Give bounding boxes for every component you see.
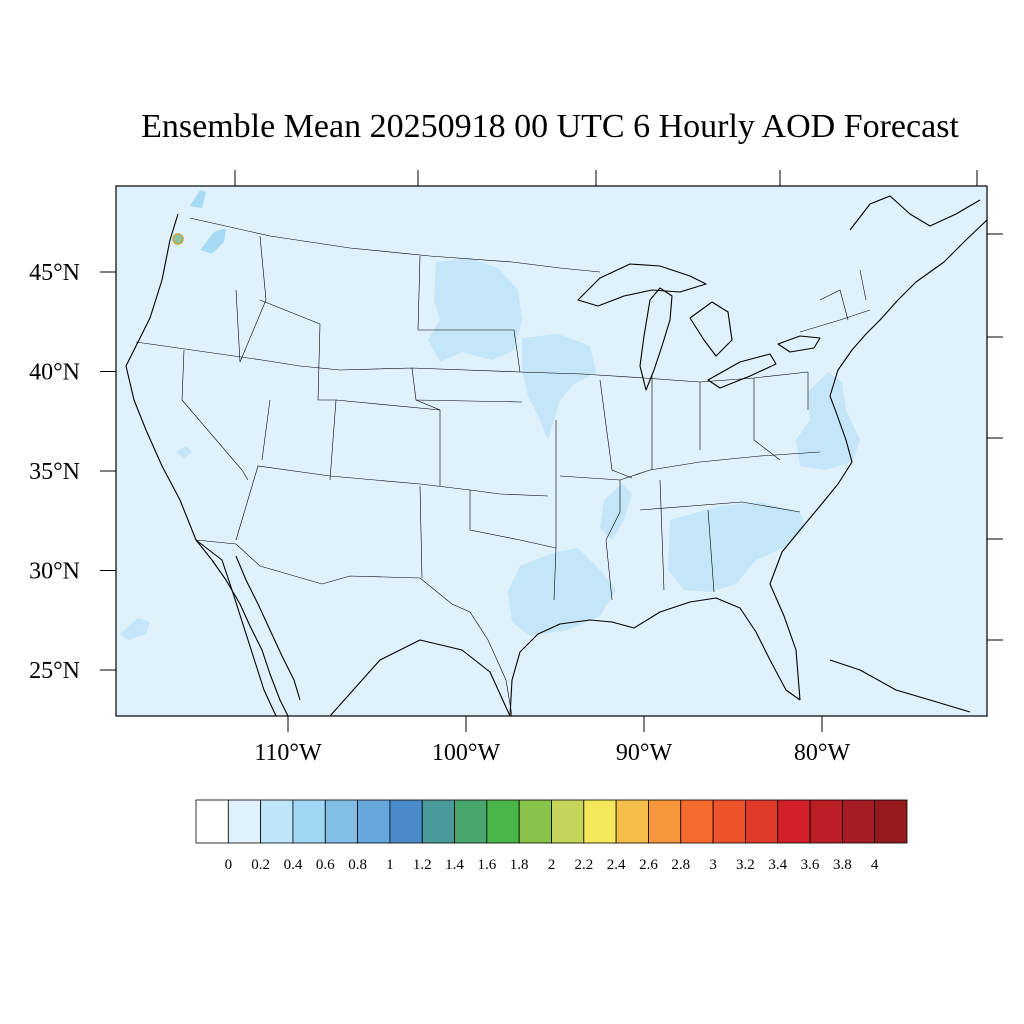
colorbar-swatch: [454, 799, 488, 844]
colorbar-label: 2.6: [639, 857, 658, 873]
colorbar-label: 0.2: [251, 857, 270, 873]
pacific-coast: [125, 213, 277, 716]
aod-hotspot: [172, 233, 184, 245]
colorbar-label: 1.4: [445, 857, 464, 873]
atlantic-coast: [769, 219, 987, 701]
colorbar-swatch: [292, 799, 326, 844]
great-lakes-superior: [577, 263, 707, 307]
colorbar-swatch: [227, 799, 262, 844]
colorbar-swatch: [195, 799, 229, 844]
colorbar-swatch: [389, 799, 423, 844]
great-lakes-michigan: [639, 287, 673, 391]
lon-tick-label: 80°W: [794, 740, 851, 766]
colorbar-swatch: [809, 799, 843, 844]
map-title: Ensemble Mean 20250918 00 UTC 6 Hourly A…: [141, 108, 959, 145]
aod-plume-washington: [200, 228, 226, 254]
frame-minor-ticks: [234, 170, 1003, 641]
aod-colorbar: [195, 799, 908, 844]
aod-plume-arkansas: [600, 484, 632, 540]
latitude-ticks: 45°N 40°N 35°N 30°N 25°N: [29, 260, 116, 684]
mexico-gulf-coast: [329, 639, 511, 716]
great-lakes-erie: [707, 353, 777, 389]
colorbar-swatch: [648, 799, 682, 844]
colorbar-swatch: [874, 799, 908, 844]
colorbar-swatch: [615, 799, 649, 844]
colorbar-swatch: [680, 799, 714, 844]
lat-tick-label: 35°N: [29, 459, 80, 485]
colorbar-label: 4: [871, 857, 879, 873]
longitude-ticks: 110°W 100°W 90°W 80°W: [254, 716, 850, 766]
lat-tick-label: 25°N: [29, 658, 80, 684]
colorbar-swatch: [260, 799, 294, 844]
colorbar-label: 2.2: [574, 857, 593, 873]
gulf-of-california: [235, 555, 301, 701]
state-lines-northeast: [799, 269, 871, 410]
map-layers: [120, 190, 987, 716]
colorbar-swatch: [841, 799, 876, 844]
aod-plumes-mid: [172, 190, 226, 254]
great-lakes-ontario: [777, 335, 821, 353]
colorbar-label: 0.6: [316, 857, 335, 873]
coastlines: [125, 195, 987, 716]
aod-plume-gulf-coast: [508, 548, 616, 636]
colorbar-swatch: [777, 799, 811, 844]
colorbar-label: 0.8: [348, 857, 367, 873]
lat-tick-label: 45°N: [29, 260, 80, 286]
aod-plumes: [120, 258, 860, 640]
colorbar-label: 3.6: [801, 857, 820, 873]
colorbar-label: 1.6: [477, 857, 496, 873]
colorbar-swatch: [583, 799, 617, 844]
colorbar-swatch: [551, 799, 585, 844]
state-lines-rockies: [235, 235, 549, 541]
baja-coast: [195, 539, 289, 716]
colorbar-swatch: [745, 799, 779, 844]
aod-colorbar-labels: 0 0.2 0.4 0.6 0.8 1 1.2 1.4 1.6 1.8 2 2.2 2.4 2.6 2.8 3…: [225, 857, 879, 873]
colorbar-label: 3: [709, 857, 717, 873]
cuba-coast: [829, 659, 971, 713]
lon-tick-label: 100°W: [432, 740, 501, 766]
lat-tick-label: 40°N: [29, 360, 80, 386]
aod-plume-nevada: [176, 446, 192, 458]
colorbar-label: 3.2: [736, 857, 755, 873]
colorbar-label: 2.4: [607, 857, 626, 873]
aod-plume-pacific: [120, 618, 150, 640]
colorbar-label: 1.2: [413, 857, 432, 873]
lat-tick-label: 30°N: [29, 559, 80, 585]
state-lines-plains: [415, 329, 557, 579]
canada-border: [189, 217, 601, 273]
aod-plume-north-plains: [428, 258, 522, 362]
mexico-border: [195, 539, 513, 716]
colorbar-swatch: [421, 799, 455, 844]
aod-plume-midwest: [522, 334, 596, 440]
colorbar-swatch: [518, 799, 552, 844]
lon-tick-label: 90°W: [616, 740, 673, 766]
colorbar-swatch: [712, 799, 746, 844]
lon-tick-label: 110°W: [254, 740, 322, 766]
colorbar-swatch: [324, 799, 358, 844]
colorbar-label: 3.8: [833, 857, 852, 873]
colorbar-label: 3.4: [768, 857, 787, 873]
aod-plume-washington-north: [190, 190, 206, 208]
colorbar-label: 1.8: [510, 857, 529, 873]
colorbar-label: 1: [386, 857, 394, 873]
great-lakes-huron: [689, 301, 733, 357]
colorbar-label: 0.4: [284, 857, 303, 873]
colorbar-label: 0: [225, 857, 233, 873]
canada-coast: [849, 195, 981, 231]
colorbar-label: 2: [548, 857, 556, 873]
gulf-coast-usa: [509, 597, 801, 716]
boundaries: [135, 217, 871, 716]
map-frame: [115, 185, 988, 717]
aod-plume-mid-atlantic: [796, 372, 860, 470]
state-lines-west: [181, 289, 441, 481]
colorbar-label: 2.8: [671, 857, 690, 873]
colorbar-swatch: [486, 799, 520, 844]
colorbar-swatch: [357, 799, 391, 844]
state-lines-east: [553, 376, 821, 601]
aod-plume-southeast: [668, 502, 806, 592]
